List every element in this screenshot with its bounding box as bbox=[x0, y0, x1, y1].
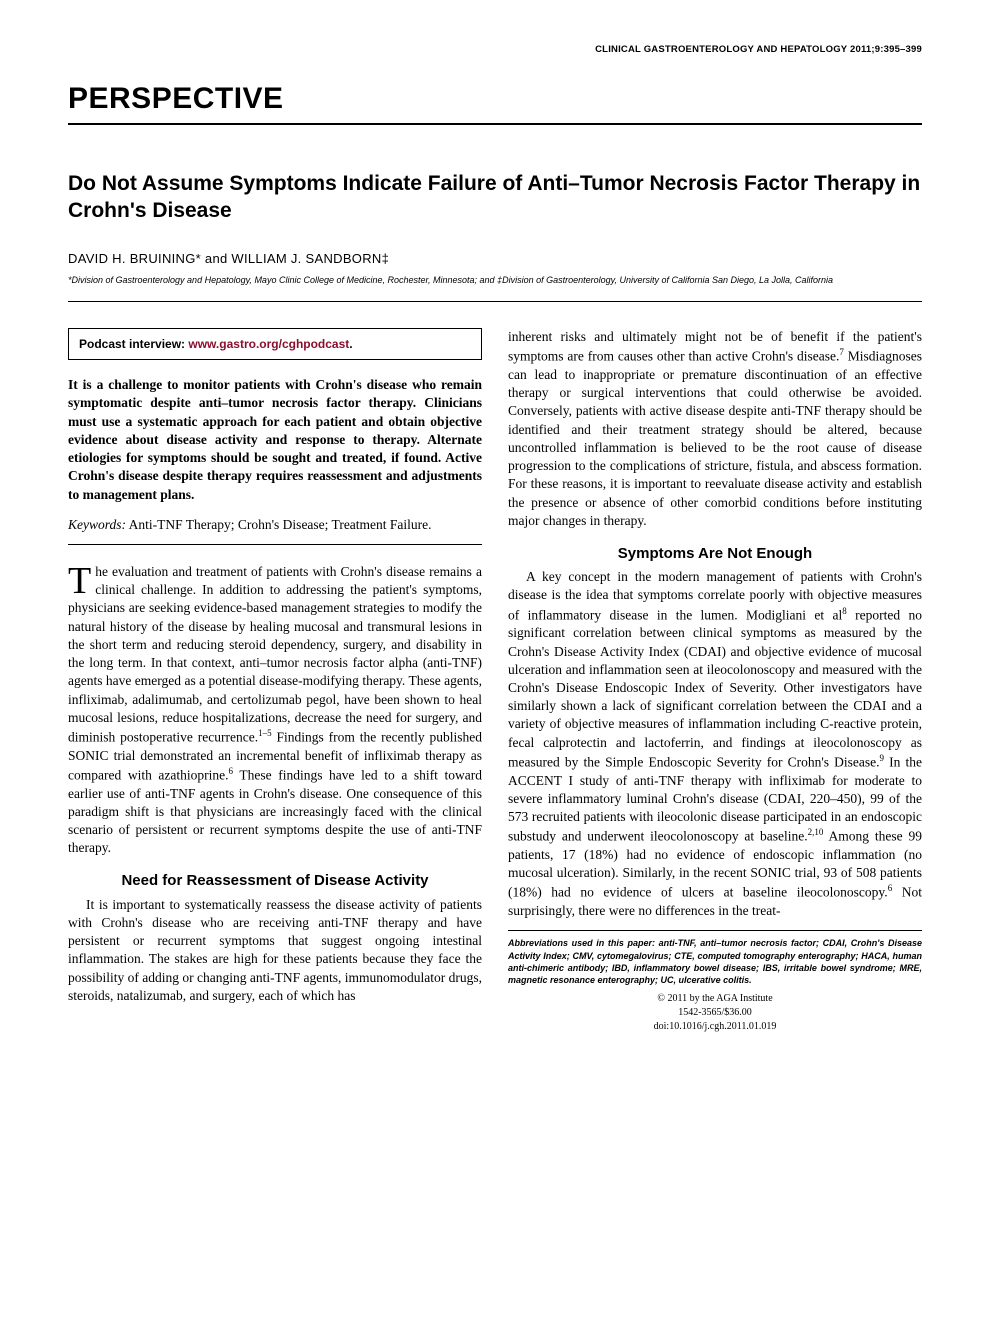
ref-2-10: 2,10 bbox=[808, 827, 824, 837]
section-label: PERSPECTIVE bbox=[68, 79, 922, 120]
rule-thin bbox=[68, 301, 922, 302]
podcast-link[interactable]: www.gastro.org/cghpodcast bbox=[188, 337, 349, 351]
abbreviations-box: Abbreviations used in this paper: anti-T… bbox=[508, 930, 922, 1034]
copyright-line-1: © 2011 by the AGA Institute bbox=[508, 992, 922, 1006]
need-paragraph-2: inherent risks and ultimately might not … bbox=[508, 328, 922, 530]
authors: DAVID H. BRUINING* and WILLIAM J. SANDBO… bbox=[68, 250, 922, 268]
keywords: Keywords: Anti-TNF Therapy; Crohn's Dise… bbox=[68, 516, 482, 534]
affiliations: *Division of Gastroenterology and Hepato… bbox=[68, 275, 922, 287]
doi: doi:10.1016/j.cgh.2011.01.019 bbox=[508, 1020, 922, 1034]
running-head: CLINICAL GASTROENTEROLOGY AND HEPATOLOGY… bbox=[68, 44, 922, 57]
intro-text-1: he evaluation and treatment of patients … bbox=[68, 564, 482, 744]
article-title: Do Not Assume Symptoms Indicate Failure … bbox=[68, 171, 922, 224]
copyright-block: © 2011 by the AGA Institute 1542-3565/$3… bbox=[508, 992, 922, 1034]
abbrev-label: Abbreviations used in this paper: bbox=[508, 938, 655, 948]
abstract-rule bbox=[68, 544, 482, 545]
keywords-label: Keywords: bbox=[68, 517, 126, 532]
symptoms-paragraph: A key concept in the modern management o… bbox=[508, 568, 922, 920]
podcast-label: Podcast interview: bbox=[79, 337, 188, 351]
ref-1-5: 1–5 bbox=[258, 728, 272, 738]
dropcap: T bbox=[68, 563, 95, 596]
keywords-text: Anti-TNF Therapy; Crohn's Disease; Treat… bbox=[129, 517, 432, 532]
heading-symptoms: Symptoms Are Not Enough bbox=[508, 544, 922, 564]
abstract: It is a challenge to monitor patients wi… bbox=[68, 376, 482, 504]
sym-text-b: reported no significant correlation betw… bbox=[508, 607, 922, 769]
podcast-period: . bbox=[349, 337, 352, 351]
need-paragraph-1: It is important to systematically reasse… bbox=[68, 896, 482, 1005]
podcast-box: Podcast interview: www.gastro.org/cghpod… bbox=[68, 328, 482, 360]
heading-need: Need for Reassessment of Disease Activit… bbox=[68, 871, 482, 891]
body-columns: Podcast interview: www.gastro.org/cghpod… bbox=[68, 328, 922, 1034]
intro-paragraph: The evaluation and treatment of patients… bbox=[68, 563, 482, 858]
need-text-2b: Misdiagnoses can lead to inappropriate o… bbox=[508, 349, 922, 528]
copyright-line-2: 1542-3565/$36.00 bbox=[508, 1006, 922, 1020]
rule-thick bbox=[68, 123, 922, 125]
